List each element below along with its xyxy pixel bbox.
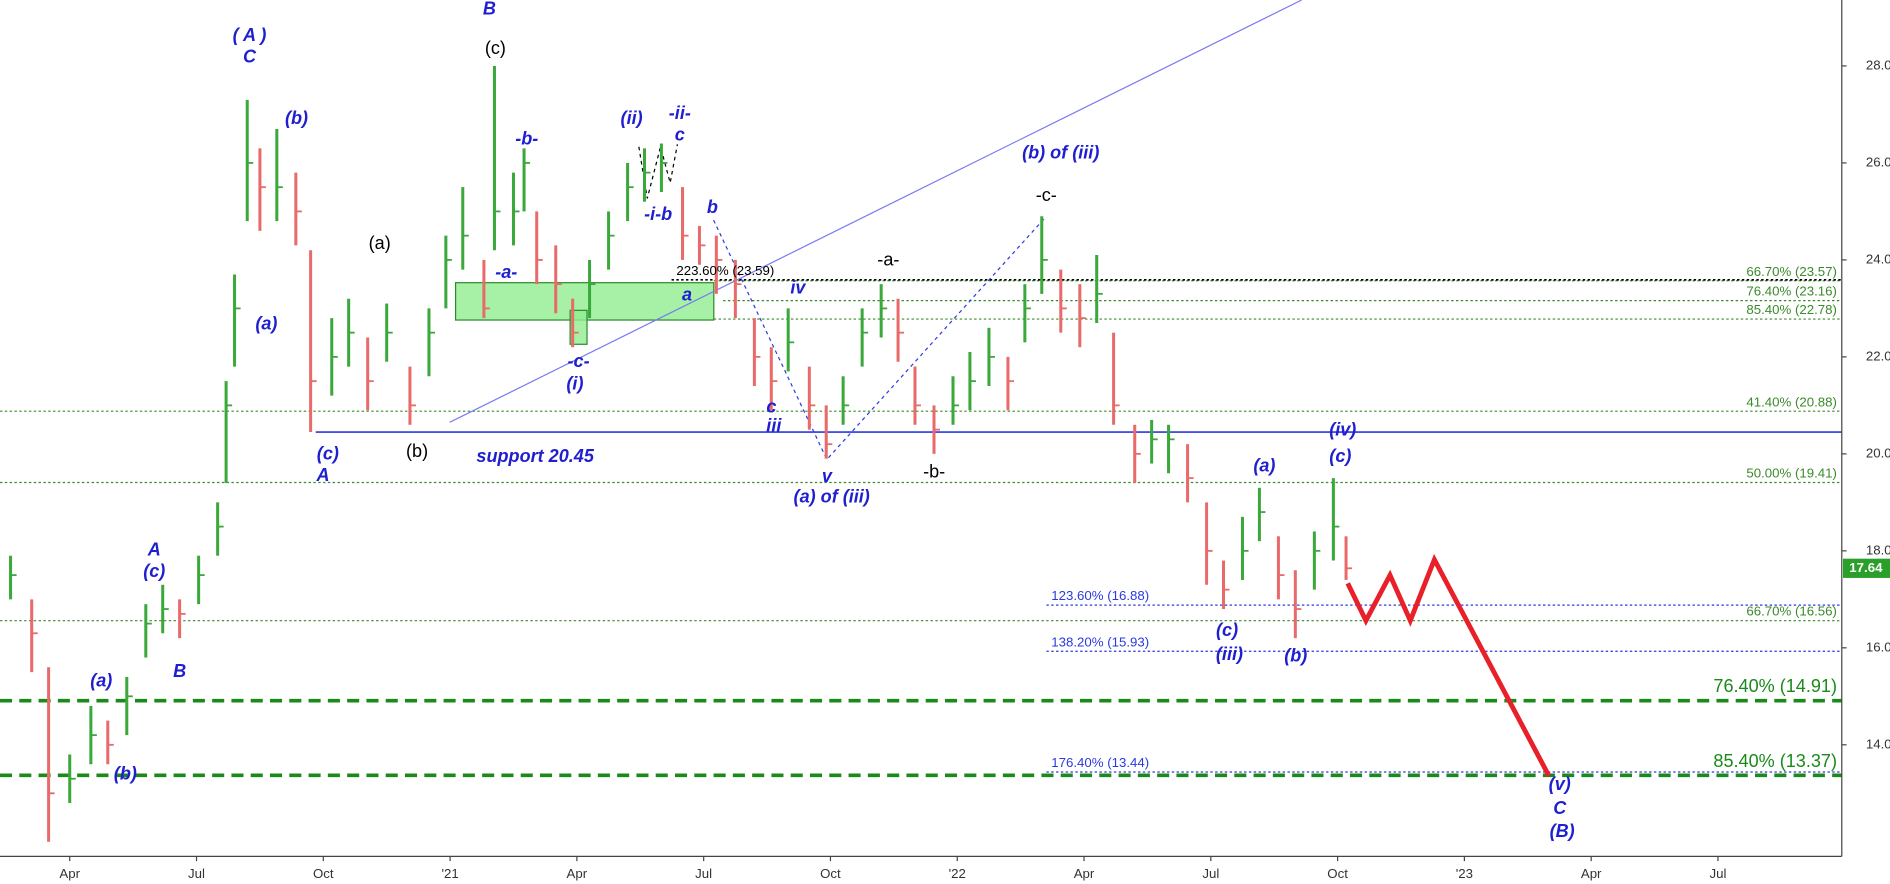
- wave-label: -i-b: [644, 204, 672, 224]
- trendline: [449, 0, 1302, 423]
- wave-label: (c): [317, 443, 339, 463]
- wave-label: (a): [369, 233, 391, 253]
- wave-label: c: [675, 125, 685, 145]
- wave-label: -c-: [568, 351, 590, 371]
- wave-label: a: [682, 285, 692, 305]
- x-tick-label: Jul: [1709, 866, 1726, 881]
- wave-label: (b): [285, 108, 308, 128]
- wave-label: -b-: [923, 461, 945, 481]
- level-label: 138.20% (15.93): [1051, 634, 1149, 649]
- annotations: ( A )CB(c)(b)-b-(ii) -ii-c(b) of (iii)-c-…: [90, 0, 1574, 841]
- levels: [0, 279, 1842, 778]
- wave-label: B: [173, 661, 186, 681]
- wave-label: b: [707, 197, 718, 217]
- wave-label: ( A ): [233, 25, 267, 45]
- wave-label: (a): [255, 314, 277, 334]
- x-tick-label: Jul: [695, 866, 712, 881]
- wave-label: (v): [1549, 774, 1571, 794]
- wave-guide: [713, 216, 1047, 461]
- y-tick-label: 20.00: [1866, 445, 1890, 460]
- wave-label: A: [147, 540, 161, 560]
- level-label: 76.40% (23.16): [1746, 284, 1837, 299]
- projection: [1345, 553, 1552, 777]
- level-label: 85.40% (13.37): [1713, 751, 1837, 771]
- wave-label: -a-: [877, 250, 899, 270]
- plot-area: [0, 0, 1842, 842]
- wave-label: (c): [485, 38, 506, 58]
- wave-label: (a): [1253, 455, 1275, 475]
- wave-label: C: [243, 47, 257, 67]
- wave-label: (iii): [1216, 644, 1243, 664]
- x-tick-label: '23: [1456, 866, 1473, 881]
- wave-label: (iv): [1329, 419, 1356, 439]
- wave-label: (b): [114, 763, 137, 783]
- level-label: 123.60% (16.88): [1051, 588, 1149, 603]
- wave-label: (i): [566, 374, 583, 394]
- wave-label: (b): [1284, 645, 1307, 665]
- level-label: 223.60% (23.59): [676, 263, 774, 278]
- x-tick-label: Apr: [567, 866, 588, 881]
- x-tick-label: Oct: [820, 866, 841, 881]
- wave-label: (c): [1216, 620, 1238, 640]
- wave-label: B: [483, 0, 496, 18]
- zone: [569, 309, 588, 345]
- wave-label: v: [822, 466, 833, 486]
- wave-label: (a) of (iii): [794, 487, 870, 507]
- wave-label: -ii-: [669, 103, 691, 123]
- wave-label: -b-: [515, 128, 538, 148]
- y-tick-label: 26.00: [1866, 154, 1890, 169]
- level-label: 41.40% (20.88): [1746, 394, 1837, 409]
- wave-label: c: [766, 397, 776, 417]
- zones: [454, 282, 715, 345]
- y-tick-label: 22.00: [1866, 348, 1890, 363]
- y-tick-label: 24.00: [1866, 251, 1890, 266]
- level-label: 76.40% (14.91): [1713, 676, 1837, 696]
- wave-label: (c): [143, 561, 165, 581]
- wave-label: iv: [790, 277, 806, 297]
- wave-label: A: [316, 465, 330, 485]
- wave-label: (c): [1329, 446, 1351, 466]
- wave-label: (b) of (iii): [1022, 143, 1099, 163]
- last-price-box: [1842, 558, 1890, 578]
- last-price-label: 17.64: [1849, 560, 1883, 575]
- x-tick-label: Apr: [1581, 866, 1602, 881]
- x-tick-label: '22: [949, 866, 966, 881]
- level-label: 176.40% (13.44): [1051, 755, 1149, 770]
- y-tick-label: 16.00: [1866, 639, 1890, 654]
- level-label: 50.00% (19.41): [1746, 466, 1837, 481]
- lines: [315, 0, 1842, 433]
- y-tick-label: 18.00: [1866, 542, 1890, 557]
- y-tick-label: 28.00: [1866, 57, 1890, 72]
- x-tick-label: Jul: [188, 866, 205, 881]
- wave-label: -c-: [1036, 185, 1057, 205]
- wave-label: (b): [406, 441, 428, 461]
- wave-label: C: [1553, 798, 1567, 818]
- x-tick-label: Oct: [313, 866, 334, 881]
- price-bars: [9, 65, 1353, 842]
- level-label: 66.70% (23.57): [1746, 264, 1837, 279]
- x-tick-label: Jul: [1202, 866, 1219, 881]
- wave-label: -a-: [495, 262, 517, 282]
- wave-label: (B): [1550, 821, 1575, 841]
- wave-label: (a): [90, 671, 112, 691]
- x-tick-label: '21: [441, 866, 458, 881]
- projection-line: [1345, 553, 1552, 777]
- wave-label: (ii): [621, 108, 643, 128]
- level-label: 85.40% (22.78): [1746, 302, 1837, 317]
- wave-label: support 20.45: [476, 446, 594, 466]
- wave-label: iii: [766, 416, 782, 436]
- x-tick-label: Apr: [1074, 866, 1095, 881]
- level-label: 66.70% (16.56): [1746, 604, 1837, 619]
- y-tick-label: 14.00: [1866, 736, 1890, 751]
- x-tick-label: Apr: [59, 866, 80, 881]
- x-tick-label: Oct: [1327, 866, 1348, 881]
